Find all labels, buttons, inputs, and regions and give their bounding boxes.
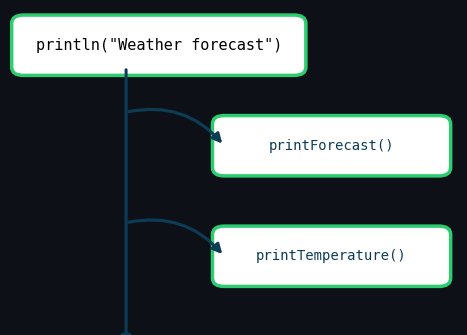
Text: println("Weather forecast"): println("Weather forecast") <box>35 38 282 53</box>
FancyBboxPatch shape <box>12 15 306 75</box>
Text: printForecast(): printForecast() <box>269 139 395 153</box>
Text: printTemperature(): printTemperature() <box>256 249 407 263</box>
FancyBboxPatch shape <box>212 116 451 176</box>
FancyBboxPatch shape <box>212 226 451 286</box>
